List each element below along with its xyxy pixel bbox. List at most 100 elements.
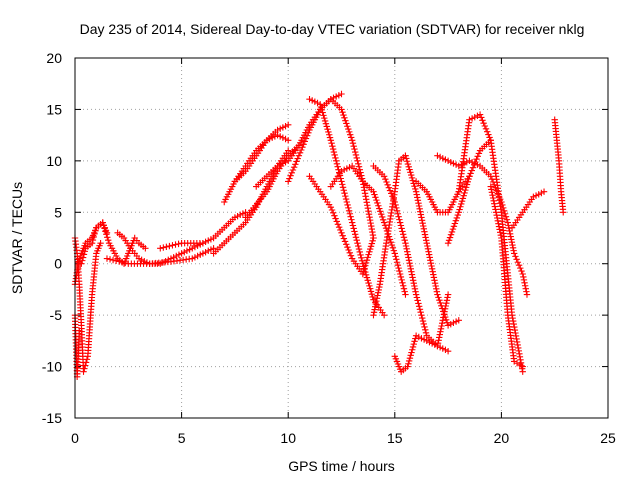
- data-point-marker: [468, 167, 475, 174]
- data-point-marker: [411, 182, 418, 190]
- data-point-marker: [385, 184, 393, 191]
- data-point-marker: [360, 181, 367, 188]
- data-point-marker: [444, 294, 451, 301]
- data-point-marker: [332, 215, 339, 222]
- data-point-marker: [334, 163, 341, 170]
- data-point-marker: [371, 306, 378, 313]
- data-point-marker: [422, 237, 430, 244]
- data-point-marker: [512, 332, 520, 340]
- data-point-marker: [289, 166, 297, 174]
- data-point-marker: [169, 242, 176, 249]
- data-point-marker: [499, 201, 506, 209]
- data-point-marker: [454, 211, 461, 219]
- data-point-marker: [82, 362, 89, 369]
- data-point-marker: [383, 178, 390, 186]
- data-point-marker: [492, 209, 500, 216]
- data-point-marker: [466, 173, 473, 180]
- data-point-marker: [115, 258, 123, 265]
- data-point-marker: [362, 196, 370, 203]
- data-point-marker: [285, 178, 292, 185]
- data-point-marker: [434, 291, 441, 298]
- data-point-marker: [517, 264, 524, 272]
- data-point-marker: [99, 219, 106, 226]
- data-point-marker: [364, 277, 371, 284]
- data-point-marker: [478, 114, 485, 121]
- data-point-marker: [502, 213, 510, 220]
- data-point-marker: [479, 117, 486, 124]
- data-point-marker: [356, 248, 363, 256]
- data-point-marker: [355, 242, 362, 250]
- data-point-marker: [399, 282, 407, 289]
- data-point-marker: [319, 109, 326, 116]
- data-point-marker: [392, 253, 399, 260]
- data-point-marker: [560, 209, 567, 216]
- data-point-marker: [416, 306, 424, 313]
- data-point-marker: [347, 131, 354, 138]
- x-tick-label: 15: [387, 430, 403, 446]
- data-point-marker: [427, 257, 434, 264]
- data-point-marker: [343, 241, 350, 248]
- data-point-marker: [480, 119, 487, 127]
- data-point-marker: [300, 141, 307, 148]
- data-point-marker: [370, 188, 377, 195]
- data-point-marker: [432, 282, 439, 290]
- data-point-marker: [402, 152, 409, 159]
- data-point-marker: [353, 154, 360, 162]
- data-point-marker: [348, 219, 356, 226]
- data-point-marker: [382, 175, 389, 183]
- data-point-marker: [367, 243, 375, 250]
- data-point-marker: [351, 145, 358, 153]
- data-point-marker: [459, 195, 467, 202]
- data-point-marker: [377, 208, 384, 215]
- data-point-marker: [408, 171, 415, 179]
- data-point-marker: [450, 223, 458, 230]
- data-point-marker: [305, 129, 312, 137]
- data-point-marker: [490, 197, 497, 205]
- data-point-marker: [414, 297, 421, 304]
- data-point-marker: [396, 216, 403, 223]
- data-point-marker: [491, 203, 499, 210]
- data-point-marker: [412, 188, 420, 195]
- data-point-marker: [357, 169, 364, 176]
- data-point-marker: [303, 132, 311, 139]
- data-point-marker: [510, 250, 518, 257]
- data-point-marker: [106, 256, 114, 263]
- data-point-marker: [370, 309, 378, 316]
- data-point-marker: [331, 151, 338, 159]
- data-point-marker: [508, 239, 516, 246]
- data-point-marker: [410, 279, 417, 287]
- data-point-marker: [409, 277, 417, 284]
- data-point-marker: [369, 237, 376, 244]
- data-point-marker: [405, 257, 413, 264]
- data-point-marker: [372, 300, 380, 308]
- data-point-marker: [392, 201, 399, 209]
- data-point-marker: [445, 237, 453, 244]
- data-point-marker: [347, 134, 355, 141]
- data-point-marker: [345, 125, 352, 133]
- data-point-marker: [363, 274, 371, 281]
- data-point-marker: [290, 163, 298, 171]
- data-point-marker: [436, 296, 443, 304]
- data-point-marker: [402, 291, 409, 298]
- data-point-marker: [505, 222, 512, 229]
- data-point-marker: [421, 228, 428, 235]
- data-point-marker: [354, 239, 361, 247]
- data-point-marker: [510, 247, 517, 254]
- data-point-marker: [421, 231, 429, 238]
- data-point-marker: [368, 225, 375, 233]
- data-point-marker: [119, 259, 126, 266]
- data-point-marker: [495, 220, 502, 227]
- y-tick-label: -5: [50, 307, 63, 323]
- data-point-marker: [296, 149, 304, 157]
- data-point-marker: [342, 195, 350, 203]
- data-point-marker: [379, 216, 387, 223]
- data-point-marker: [338, 178, 345, 185]
- data-point-marker: [365, 251, 372, 258]
- data-point-marker: [408, 271, 416, 278]
- data-point-marker: [473, 155, 480, 163]
- data-point-marker: [513, 338, 521, 346]
- data-point-marker: [516, 353, 524, 361]
- data-point-marker: [321, 114, 328, 122]
- data-point-marker: [437, 328, 444, 335]
